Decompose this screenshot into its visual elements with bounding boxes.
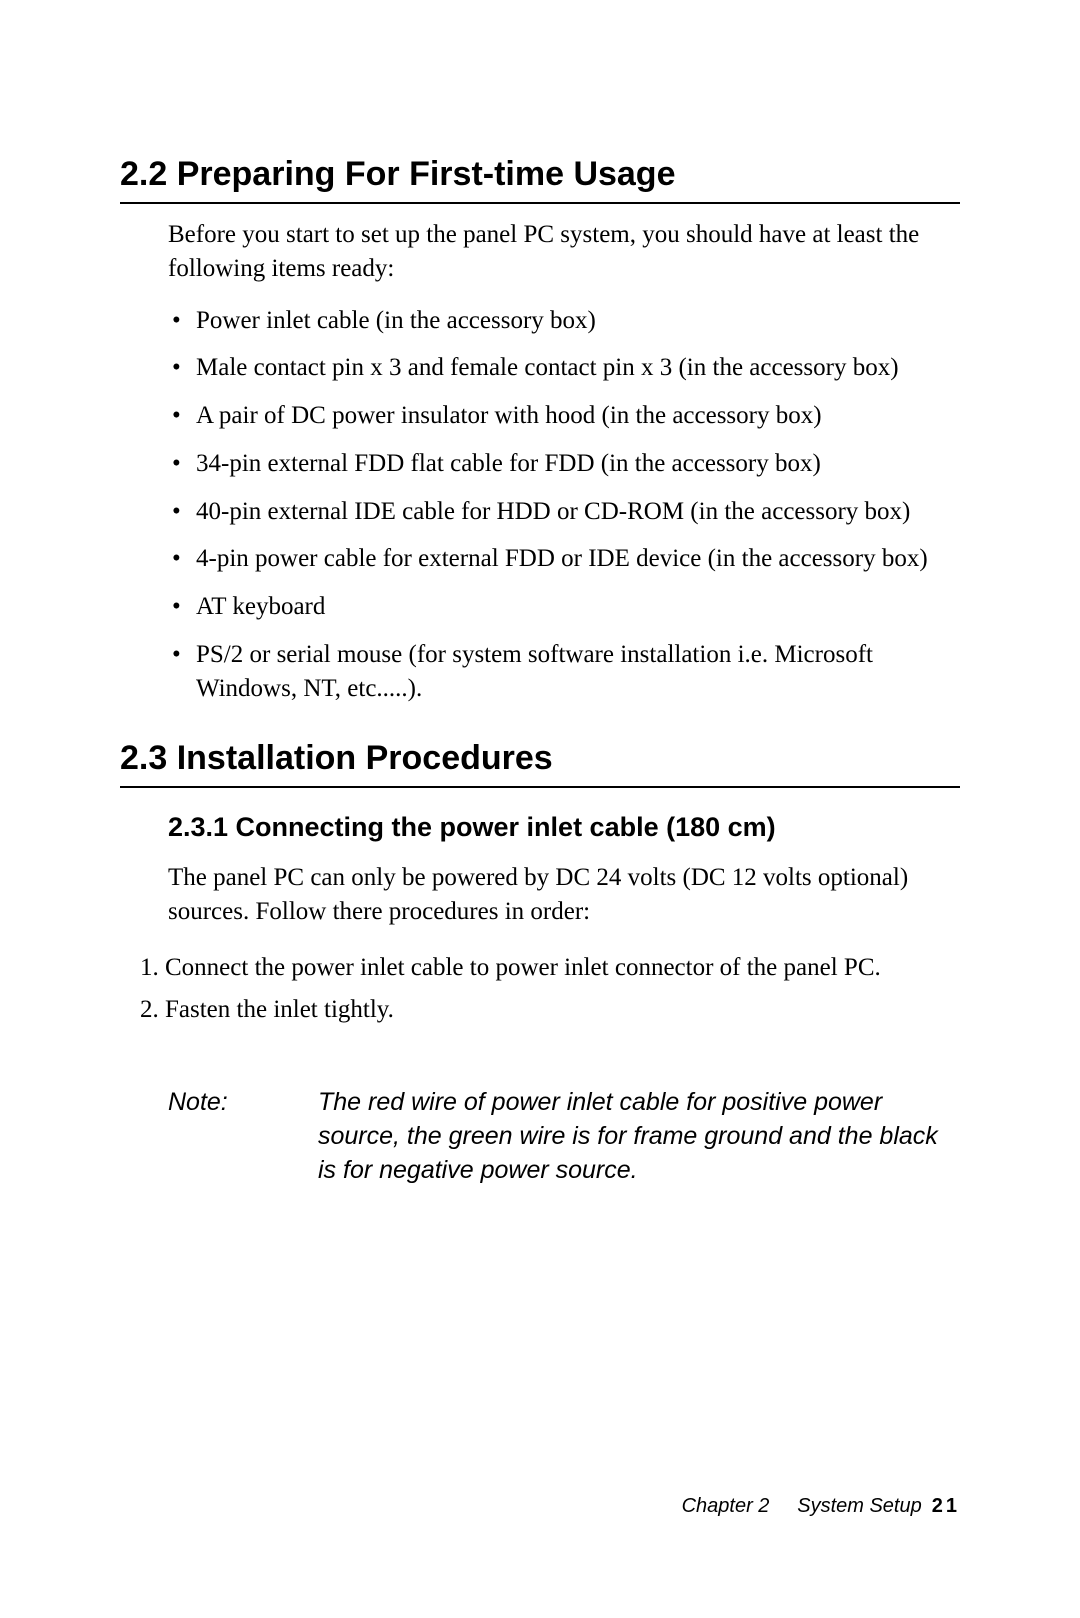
step-1: 1. Connect the power inlet cable to powe…	[140, 951, 960, 985]
footer-title: System Setup	[797, 1495, 922, 1517]
list-item: A pair of DC power insulator with hood (…	[168, 399, 960, 433]
list-item: Male contact pin x 3 and female contact …	[168, 351, 960, 385]
footer-chapter: Chapter 2	[682, 1495, 770, 1517]
section-2-3-1-heading: 2.3.1 Connecting the power inlet cable (…	[168, 812, 960, 843]
section-2-2-heading: 2.2 Preparing For First-time Usage	[120, 155, 960, 204]
section-2-3-1-para: The panel PC can only be powered by DC 2…	[168, 861, 960, 929]
list-item: 40-pin external IDE cable for HDD or CD-…	[168, 495, 960, 529]
list-item: AT keyboard	[168, 590, 960, 624]
note-block: Note: The red wire of power inlet cable …	[168, 1086, 960, 1187]
section-2-2-bullet-list: Power inlet cable (in the accessory box)…	[168, 304, 960, 706]
list-item: 4-pin power cable for external FDD or ID…	[168, 542, 960, 576]
note-label: Note:	[168, 1086, 318, 1187]
section-2-2-intro: Before you start to set up the panel PC …	[168, 218, 960, 286]
note-text: The red wire of power inlet cable for po…	[318, 1086, 960, 1187]
step-2: 2. Fasten the inlet tightly.	[140, 993, 960, 1027]
list-item: Power inlet cable (in the accessory box)	[168, 304, 960, 338]
footer-page-number: 21	[932, 1495, 960, 1517]
list-item: PS/2 or serial mouse (for system softwar…	[168, 638, 960, 706]
section-2-3-heading: 2.3 Installation Procedures	[120, 739, 960, 788]
page-footer: Chapter 2 System Setup 21	[682, 1495, 960, 1518]
list-item: 34-pin external FDD flat cable for FDD (…	[168, 447, 960, 481]
